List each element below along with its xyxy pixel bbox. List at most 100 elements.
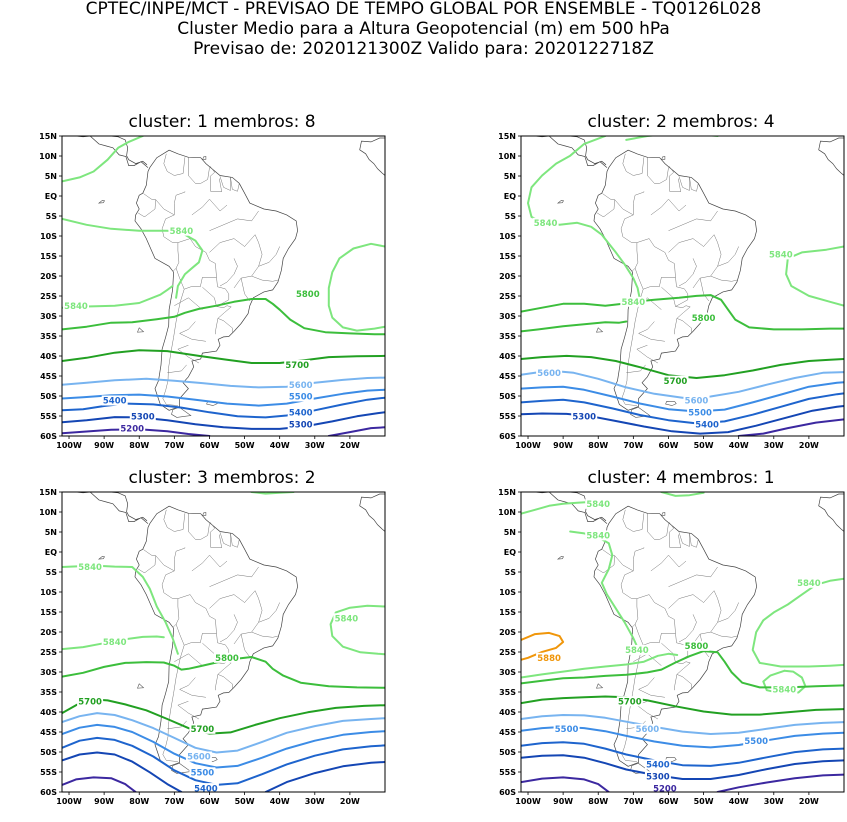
contour-label-5400: 5400 [103,397,127,407]
y-tick-label: 5S [505,212,517,221]
country-border [216,661,233,689]
map-frame [61,491,386,793]
x-tick-label: 40W [270,441,290,450]
x-tick-label: 30W [305,797,325,806]
contour-5840 [785,245,844,307]
panel-cluster-4: cluster: 4 membros: 1 5840 5840 5840 5840 58… [481,468,847,808]
x-tick-label: 80W [588,797,608,806]
country-border [167,364,187,374]
contour-label-background [771,684,798,695]
country-border [647,513,670,540]
contour-5840 [521,652,679,679]
contour-5300 [264,761,385,792]
coastline-south-america [593,149,757,411]
contour-5840 [625,136,719,141]
contour-label-background [571,411,598,422]
contour-label-5200: 5200 [653,784,677,794]
country-border [634,238,676,290]
y-tick-label: 10N [498,152,516,161]
contour-label-5400: 5400 [695,420,719,430]
y-tick-label: 45S [40,372,57,381]
y-tick-label: 10N [39,508,57,517]
y-tick-label: 5N [45,528,57,537]
y-tick-label: 60S [40,432,57,441]
coastline-south-america [134,505,298,767]
country-border [230,533,240,548]
country-border [209,566,259,587]
country-border [668,166,682,192]
x-tick-label: 90W [94,441,114,450]
y-tick-label: 20S [499,272,516,281]
y-tick-label: 5S [46,212,58,221]
contour-label-background [119,423,146,434]
map-cluster-4: 5840 5840 5840 5840 5840 5880 5800 5700 5600 5500… [498,488,845,806]
y-tick-label: 45S [499,728,516,737]
y-tick-label: 10N [498,508,516,517]
contour-label-background [189,723,216,734]
map-frame [520,135,845,437]
x-tick-label: 30W [764,441,784,450]
contour-label-background [287,419,314,430]
contour-5840 [62,136,144,183]
country-border [163,509,186,532]
contour-label-5600: 5600 [537,369,561,379]
country-border [668,210,718,231]
contour-label-background [536,652,563,663]
contour-5840 [62,217,204,299]
contour-5880 [521,631,565,661]
coastline-island [137,683,145,689]
country-border [678,532,690,547]
x-tick-label: 90W [94,797,114,806]
country-border [209,166,223,192]
country-border [209,590,263,645]
map-frame [520,491,845,793]
country-border [219,176,231,191]
coastline-island [202,512,207,516]
contour-5300 [521,754,844,780]
country-border [209,210,259,231]
contour-5840 [569,530,640,651]
contour-label-background [101,637,128,647]
y-tick-label: 15S [499,608,516,617]
contour-5300 [62,411,385,430]
contour-label-5700: 5700 [618,697,642,707]
map-area: 5840584058005700560055005400540053005300… [62,136,385,436]
y-tick-label: 60S [40,788,57,797]
contour-label-background [585,530,612,541]
country-border [167,720,187,730]
contour-label-background [63,300,89,311]
country-border [620,214,639,272]
x-tick-label: 60W [199,797,219,806]
country-border [678,258,697,287]
x-tick-label: 70W [623,441,643,450]
y-tick-label: 40S [499,708,516,717]
coastline-south-america [134,149,298,411]
y-tick-label: 15N [498,488,516,497]
contour-label-background [287,407,314,418]
contour-label-background [129,411,156,422]
country-border [175,594,217,646]
x-tick-label: 50W [235,797,255,806]
contour-label-background [77,562,104,572]
x-tick-label: 30W [305,441,325,450]
contour-label-5500: 5500 [289,393,313,403]
country-border [710,631,737,638]
contour-label-background [553,723,580,734]
contour-label-background [743,735,770,746]
country-border [162,645,185,762]
country-border [188,157,211,184]
y-tick-label: 35S [499,332,516,341]
y-tick-label: 15S [499,252,516,261]
header-dates: Previsao de: 2020121300Z Valido para: 20… [193,39,654,59]
contour-label-5840: 5840 [64,302,88,312]
map-frame [61,135,386,437]
country-border [219,532,231,547]
country-border [258,602,280,623]
country-border [138,549,156,574]
country-border [163,153,186,176]
coastline-island [661,156,666,160]
country-border [622,509,645,532]
y-tick-label: 5N [504,172,516,181]
country-border [699,278,710,302]
contour-label-5400: 5400 [194,784,218,794]
